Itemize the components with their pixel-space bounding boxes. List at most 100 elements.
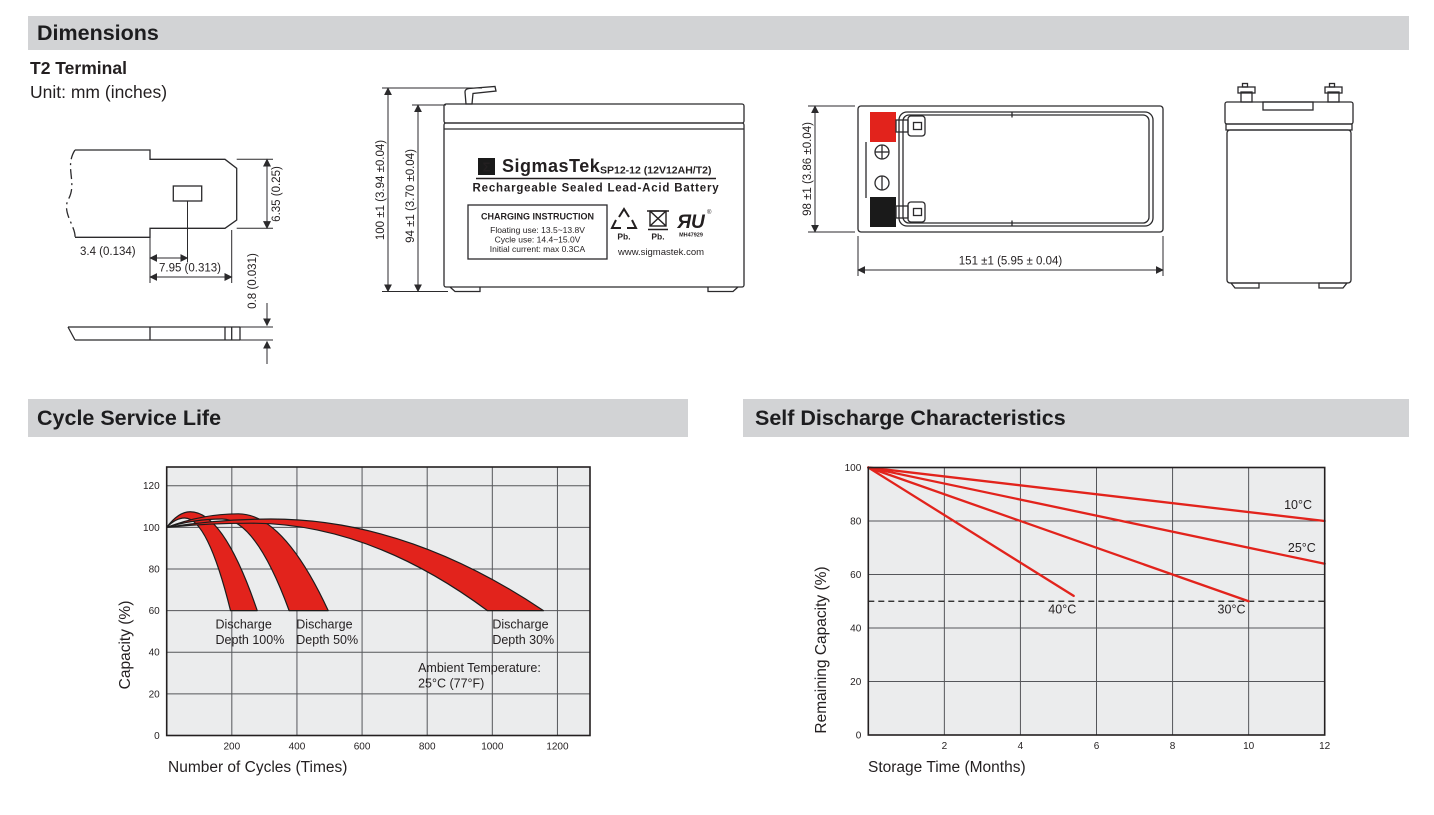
svg-text:Depth 30%: Depth 30% bbox=[492, 633, 554, 647]
svg-text:Depth 50%: Depth 50% bbox=[296, 633, 358, 647]
chart-annotation-1: Discharge Depth 50% bbox=[296, 617, 358, 647]
plot-border bbox=[165, 466, 591, 737]
terminal-detail-drawing: 3.4 (0.134) 7.95 (0.313) 6.35 (0.25) 0.8… bbox=[65, 149, 283, 364]
vent-screw-minus-icon bbox=[874, 175, 890, 191]
end-terminal-right bbox=[1324, 82, 1343, 103]
svg-text:0: 0 bbox=[856, 731, 862, 742]
line-30-c bbox=[867, 466, 1250, 603]
lid-lip-band bbox=[1225, 123, 1353, 131]
svg-text:100: 100 bbox=[143, 523, 160, 534]
foot-right bbox=[707, 286, 739, 293]
dim98-label: 98 ±1 (3.86 ±0.04) bbox=[802, 122, 814, 216]
handle-flap bbox=[464, 85, 497, 105]
recycle-icon bbox=[610, 207, 638, 229]
discharge-depth-bands bbox=[166, 511, 545, 612]
dim94-label: 94 ±1 (3.70 ±0.04) bbox=[405, 149, 417, 243]
svg-text:400: 400 bbox=[289, 742, 306, 753]
break-line bbox=[65, 149, 76, 238]
y-axis-label: Remaining Capacity (%) bbox=[813, 566, 830, 733]
dim-thickness-label: 0.8 (0.031) bbox=[247, 253, 259, 309]
dimensions-title: Dimensions bbox=[37, 20, 159, 45]
svg-text:80: 80 bbox=[149, 564, 161, 575]
x-axis-label: Number of Cycles (Times) bbox=[168, 759, 347, 776]
series-label-40-c: 40°C bbox=[1048, 602, 1076, 616]
temperature-lines bbox=[867, 466, 1326, 603]
line-40-c bbox=[867, 466, 1075, 598]
svg-text:12: 12 bbox=[1319, 741, 1331, 752]
battery-top-view: 98 ±1 (3.86 ±0.04) 15 bbox=[802, 105, 1164, 276]
svg-text:0: 0 bbox=[154, 731, 160, 742]
self-discharge-chart: 0 20 40 60 80 100 2 4 6 8 10 12 10°C 25°C 30°C 40°C Stor… bbox=[813, 463, 1331, 776]
end-foot-right bbox=[1318, 282, 1349, 289]
svg-text:6: 6 bbox=[1094, 741, 1100, 752]
model-number: SP12-12 (12V12AH/T2) bbox=[600, 165, 711, 177]
bin-pb-label: Pb. bbox=[651, 232, 664, 242]
svg-text:120: 120 bbox=[143, 481, 160, 492]
svg-text:40: 40 bbox=[850, 624, 862, 635]
positive-terminal-marker bbox=[870, 112, 896, 142]
cycle-service-life-chart: 0 20 40 60 80 100 120 200 400 600 800 1000 1200 Disch… bbox=[117, 466, 591, 776]
charging-instruction-box bbox=[467, 204, 608, 260]
line-25-c bbox=[867, 466, 1326, 565]
chart-annotation-2: Discharge Depth 30% bbox=[492, 617, 554, 647]
svg-text:25°C (77°F): 25°C (77°F) bbox=[418, 677, 484, 691]
band-discharge-depth-100- bbox=[166, 511, 258, 612]
ul-registered-symbol: ® bbox=[707, 209, 712, 216]
case-rim-inner bbox=[902, 114, 1150, 224]
sigma-logo-square bbox=[478, 158, 495, 175]
svg-text:20: 20 bbox=[850, 677, 862, 688]
svg-text:20: 20 bbox=[149, 689, 161, 700]
chart-annotation-0: Discharge Depth 100% bbox=[216, 617, 285, 647]
dim-width-label: 7.95 (0.313) bbox=[159, 263, 221, 275]
tick-labels: 0 20 40 60 80 100 2 4 6 8 10 12 bbox=[845, 463, 1331, 752]
svg-text:Discharge: Discharge bbox=[492, 617, 548, 631]
svg-text:8: 8 bbox=[1170, 741, 1176, 752]
svg-text:Ambient Temperature:: Ambient Temperature: bbox=[418, 661, 541, 675]
dim100-label: 100 ±1 (3.94 ±0.04) bbox=[375, 140, 387, 240]
self-discharge-title: Self Discharge Characteristics bbox=[755, 405, 1066, 430]
charging-line-1: Floating use: 13.5~13.8V bbox=[490, 225, 585, 235]
band-discharge-depth-30- bbox=[166, 518, 545, 612]
negative-terminal-marker bbox=[870, 197, 896, 227]
case-rim-outer bbox=[898, 111, 1154, 227]
negative-faston-tab bbox=[895, 201, 926, 223]
svg-text:800: 800 bbox=[419, 742, 436, 753]
cycle-life-title: Cycle Service Life bbox=[37, 405, 222, 430]
svg-text:Discharge: Discharge bbox=[216, 617, 272, 631]
sigma-logo-glyph: Σ bbox=[483, 160, 491, 175]
section-header-self-discharge: Self Discharge Characteristics bbox=[743, 399, 1409, 437]
battery-front-view: 100 ±1 (3.94 ±0.04) 94 ±1 (3.70 ±0.04) Σ… bbox=[375, 85, 745, 293]
svg-text:200: 200 bbox=[223, 742, 240, 753]
vent-screw-plus-icon bbox=[874, 144, 890, 160]
ul-file-number: MH47929 bbox=[679, 233, 703, 239]
svg-text:1000: 1000 bbox=[481, 742, 504, 753]
svg-text:Depth 100%: Depth 100% bbox=[216, 633, 285, 647]
series-label-10-c: 10°C bbox=[1284, 498, 1312, 512]
terminal-outline bbox=[75, 149, 238, 238]
svg-text:1200: 1200 bbox=[546, 742, 569, 753]
battery-lid bbox=[443, 103, 745, 124]
tick-labels: 0 20 40 60 80 100 120 200 400 600 800 1000 1200 bbox=[143, 481, 569, 752]
end-foot-left bbox=[1229, 282, 1260, 289]
charging-title: CHARGING INSTRUCTION bbox=[481, 212, 594, 222]
line-10-c bbox=[867, 466, 1326, 523]
t2-terminal-label: T2 Terminal bbox=[30, 58, 127, 78]
top-view-outline bbox=[857, 105, 1164, 233]
crossed-bin-icon bbox=[647, 210, 669, 231]
svg-text:Discharge: Discharge bbox=[296, 617, 352, 631]
ul-mark-icon: ЯU bbox=[676, 212, 706, 233]
series-label-30-c: 30°C bbox=[1218, 602, 1246, 616]
terminal-hole bbox=[172, 185, 203, 202]
terminal-plate-side-view bbox=[67, 326, 241, 341]
battery-end-view bbox=[1224, 82, 1354, 289]
positive-faston-tab bbox=[895, 115, 926, 137]
end-lid bbox=[1224, 101, 1354, 125]
chart-annotation-3: Ambient Temperature: 25°C (77°F) bbox=[418, 661, 541, 691]
dim-height-label: 6.35 (0.25) bbox=[271, 166, 283, 222]
website-text: www.sigmastek.com bbox=[617, 247, 704, 258]
svg-text:100: 100 bbox=[845, 463, 862, 474]
recycle-pb-label: Pb. bbox=[617, 232, 630, 242]
unit-note: Unit: mm (inches) bbox=[30, 82, 168, 102]
foot-left bbox=[449, 286, 481, 293]
